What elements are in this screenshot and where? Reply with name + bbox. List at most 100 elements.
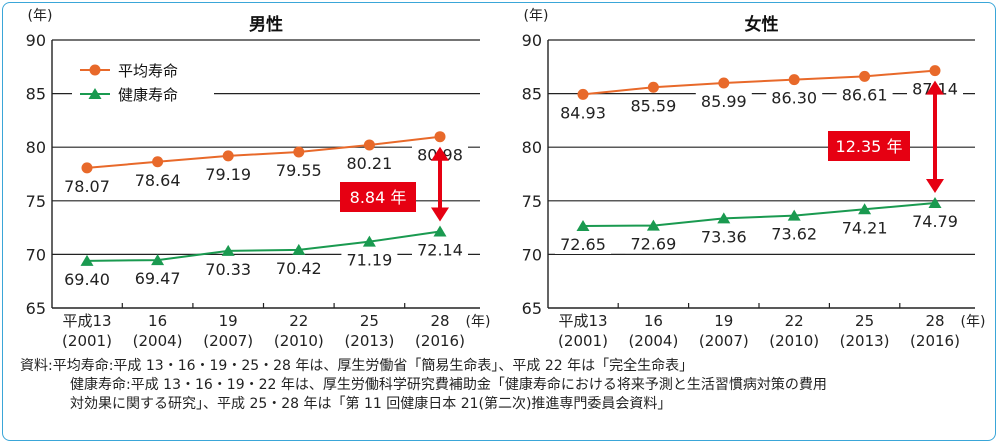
data-label-bg: [129, 269, 186, 289]
data-label-bg: [766, 88, 823, 108]
data-point: [221, 244, 235, 256]
y-tick-label: 75: [26, 192, 46, 211]
data-label-bg: [270, 161, 327, 181]
data-point: [718, 77, 730, 89]
data-point: [151, 254, 165, 266]
data-label: 84.93: [560, 103, 606, 122]
y-unit-label: (年): [28, 8, 53, 24]
y-tick-label: 70: [26, 245, 46, 264]
series-line-healthy-life: [582, 202, 936, 227]
x-tick-label-year: (2013): [344, 332, 394, 350]
data-label: 69.40: [64, 270, 110, 289]
data-label-bg: [766, 224, 823, 244]
data-label: 85.59: [630, 96, 676, 115]
data-label-bg: [907, 212, 963, 232]
gap-arrow-head-bottom: [926, 179, 944, 194]
chart-title: 男性: [249, 14, 283, 35]
y-tick-label: 70: [522, 245, 542, 264]
data-point: [292, 243, 306, 255]
y-tick-label: 80: [522, 138, 542, 157]
data-label-bg: [200, 259, 257, 279]
data-label-bg: [412, 240, 468, 260]
gap-arrow-head-top: [926, 80, 944, 95]
gap-annotation-box: [340, 182, 416, 212]
x-tick-label: 28: [430, 312, 449, 330]
data-label-bg: [59, 176, 115, 196]
data-label: 73.62: [771, 225, 817, 244]
gap-arrow-head-top: [431, 146, 449, 161]
data-point: [293, 146, 305, 158]
data-point: [152, 156, 164, 168]
data-label: 86.30: [771, 89, 817, 108]
charts-canvas: 男性 (年) 65 70 75 80 85 90 平成13 (2001) 16 (2004) 19 (20…: [26, 8, 986, 350]
x-tick-label-year: (2010): [274, 332, 324, 350]
gap-annotation-text: 8.84 年: [350, 188, 407, 207]
x-unit-label: (年): [466, 314, 491, 330]
data-point: [859, 70, 871, 82]
x-tick-label: 16: [644, 312, 663, 330]
gap-annotation-text: 12.35 年: [836, 137, 903, 156]
data-point: [81, 162, 93, 174]
x-tick-label: 28: [925, 312, 944, 330]
data-label: 86.61: [842, 85, 888, 104]
legend-marker: [88, 88, 102, 99]
data-label: 74.79: [912, 212, 958, 231]
x-tick-label-year: (2007): [699, 332, 749, 350]
data-label-bg: [341, 250, 398, 270]
data-point: [858, 203, 872, 215]
data-label: 71.19: [346, 251, 392, 270]
series-line-healthy-life: [86, 230, 441, 262]
data-label-bg: [836, 218, 893, 238]
data-point: [577, 88, 589, 100]
data-label: 78.64: [135, 171, 181, 190]
chart-female: 女性 (年) 65 70 75 80 85 90 平成13 (2001) 16 (2004) 19 (20…: [522, 8, 986, 350]
chart-male: 男性 (年) 65 70 75 80 85 90 平成13 (2001) 16 (2004) 19 (20…: [26, 8, 491, 350]
series-line-life-expectancy: [86, 135, 441, 169]
data-label: 79.55: [276, 161, 322, 180]
data-point: [576, 219, 590, 231]
y-tick-label: 85: [522, 85, 542, 104]
data-point: [80, 254, 94, 266]
x-tick-label: 22: [289, 312, 308, 330]
data-point: [788, 74, 800, 86]
x-tick-label-year: (2010): [769, 332, 819, 350]
x-tick-label: 25: [360, 312, 379, 330]
data-label-bg: [200, 164, 257, 184]
x-tick-label-year: (2001): [62, 332, 112, 350]
data-label: 79.19: [205, 165, 251, 184]
data-label-bg: [129, 170, 186, 190]
y-tick-label: 85: [26, 85, 46, 104]
x-tick-label-year: (2007): [203, 332, 253, 350]
data-label: 78.07: [64, 177, 110, 196]
y-tick-label: 90: [522, 31, 542, 50]
data-label: 85.99: [701, 92, 747, 111]
legend-label: 健康寿命: [118, 86, 178, 104]
data-point: [362, 235, 376, 247]
y-tick-label: 80: [26, 138, 46, 157]
data-label-bg: [836, 85, 893, 105]
data-label: 80.21: [346, 154, 392, 173]
x-tick-label: 16: [148, 312, 167, 330]
data-point: [717, 212, 731, 224]
series-line-life-expectancy: [582, 69, 936, 96]
y-tick-label: 65: [522, 299, 542, 318]
data-label-bg: [59, 269, 115, 289]
x-tick-label: 25: [855, 312, 874, 330]
x-tick-label: 平成13: [558, 312, 607, 330]
data-label-bg: [555, 234, 611, 254]
legend-marker: [89, 64, 101, 76]
chart-title: 女性: [745, 14, 779, 35]
data-label: 72.69: [630, 235, 676, 254]
data-label: 73.36: [701, 227, 747, 246]
data-point: [647, 81, 659, 93]
x-tick-label: 平成13: [62, 312, 111, 330]
data-label-bg: [555, 103, 611, 123]
data-label: 74.21: [842, 218, 888, 237]
data-point: [646, 219, 660, 231]
x-tick-label: 22: [785, 312, 804, 330]
data-point: [787, 209, 801, 221]
data-label-bg: [341, 153, 398, 173]
data-label-bg: [270, 258, 327, 278]
data-point: [929, 65, 941, 77]
